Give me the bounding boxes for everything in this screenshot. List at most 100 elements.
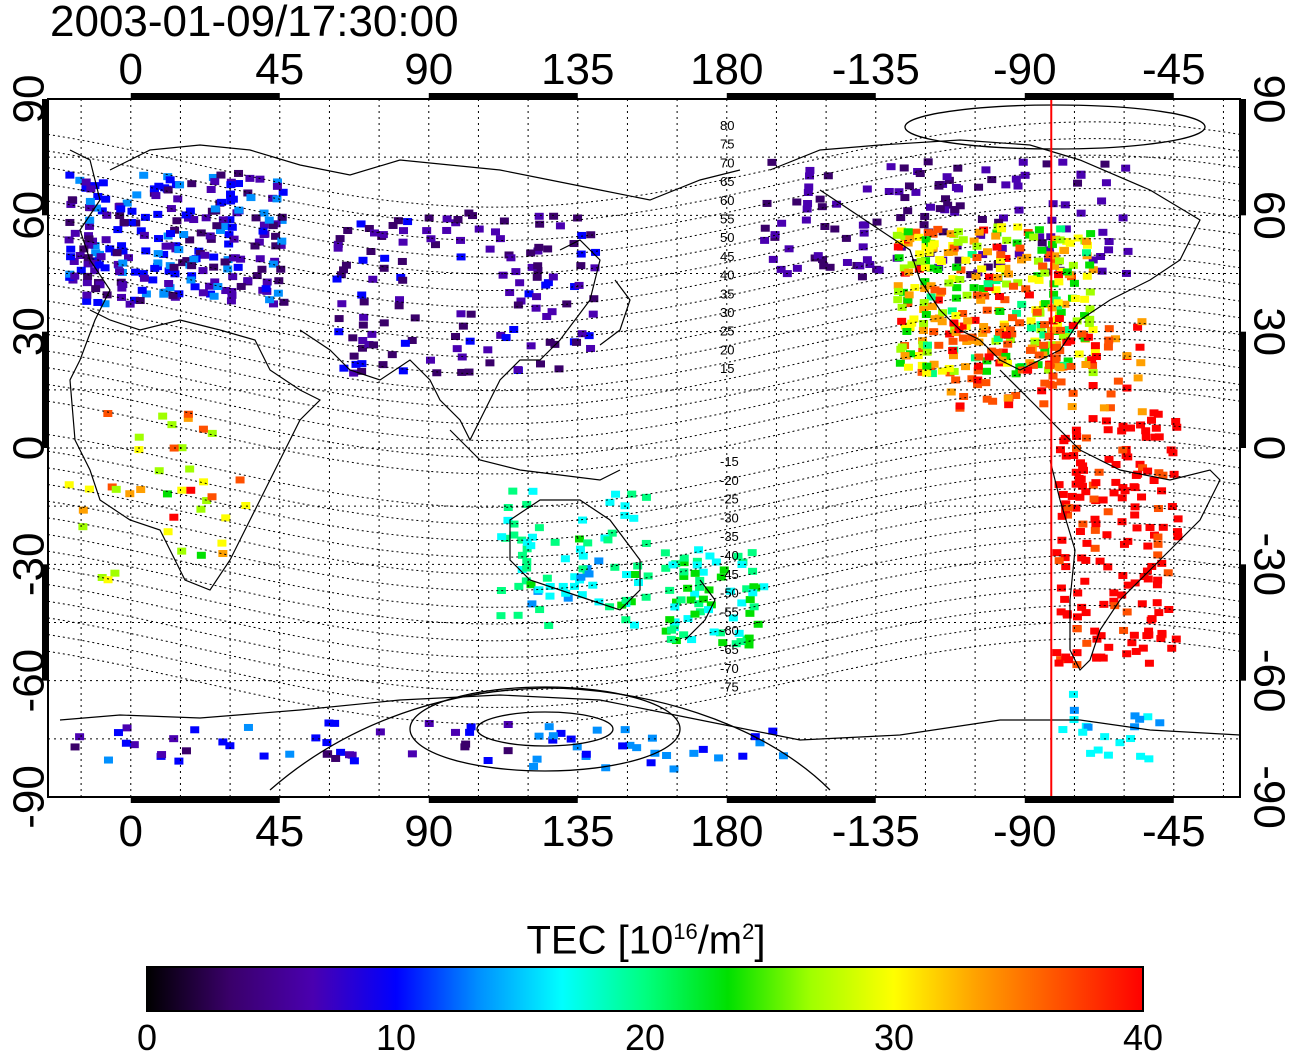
tec-cell — [424, 214, 434, 222]
tec-cell — [400, 339, 410, 347]
tec-cell — [924, 249, 934, 257]
tec-cell — [905, 350, 915, 358]
magnetic-pole-contours — [269, 104, 1206, 791]
tec-cell — [942, 173, 952, 181]
tec-cell — [255, 175, 265, 183]
tec-cell — [865, 260, 875, 268]
tec-cell — [1141, 433, 1151, 441]
tec-cell — [1082, 639, 1092, 647]
tec-cell — [221, 287, 231, 295]
tec-cell — [139, 231, 149, 239]
tec-cell — [1026, 324, 1036, 332]
tec-cell — [103, 410, 113, 418]
tec-cell — [272, 178, 282, 186]
tec-cell — [904, 268, 914, 276]
tec-cell — [153, 259, 163, 267]
tec-cell — [1068, 690, 1078, 698]
tec-cell — [576, 573, 586, 581]
tec-cell — [951, 376, 961, 384]
tec-cell — [534, 732, 544, 740]
tec-cell — [1001, 264, 1011, 272]
tec-cell — [82, 291, 92, 299]
tec-cell — [1039, 341, 1049, 349]
tec-cell — [1121, 269, 1131, 277]
tec-cell — [817, 203, 827, 211]
tec-cell — [1033, 272, 1043, 280]
contour-label: -70 — [720, 661, 739, 676]
tec-cell — [348, 334, 358, 342]
tec-cell — [1040, 321, 1050, 329]
tec-cell — [1034, 276, 1044, 284]
tec-cell — [1040, 347, 1050, 355]
lat-tick-left: 0 — [5, 436, 54, 460]
tec-cell — [1023, 366, 1033, 374]
tec-cell — [190, 283, 200, 291]
tec-cell — [139, 274, 149, 282]
colorbar-title-unit: /m — [697, 918, 743, 963]
lon-tick-top: -45 — [1142, 45, 1206, 94]
tec-cell — [1109, 589, 1119, 597]
tec-cell — [227, 291, 237, 299]
tec-cell — [86, 185, 96, 193]
tec-cell — [464, 368, 474, 376]
tec-cell — [748, 589, 758, 597]
tec-cell — [1095, 557, 1105, 565]
tec-cell — [943, 201, 953, 209]
axis-bar-bottom — [726, 797, 876, 803]
tec-cell — [1104, 455, 1114, 463]
tec-cell — [208, 173, 218, 181]
tec-cell — [1085, 261, 1095, 269]
tec-cell — [982, 395, 992, 403]
tec-cell — [984, 284, 994, 292]
tec-cell — [1028, 361, 1038, 369]
lat-tick-right: 60 — [1244, 191, 1292, 240]
tec-cell — [1067, 492, 1077, 500]
tec-cell — [745, 596, 755, 604]
tec-cell — [910, 284, 920, 292]
tec-cell — [123, 254, 133, 262]
tec-cell — [919, 299, 929, 307]
tec-cell — [277, 237, 287, 245]
tec-cell — [921, 243, 931, 251]
tec-cell — [501, 334, 511, 342]
tec-cell — [692, 557, 702, 565]
tec-cell — [84, 235, 94, 243]
tec-cell — [254, 238, 264, 246]
tec-cell — [1152, 599, 1162, 607]
tec-cell — [332, 275, 342, 283]
tec-cell — [243, 277, 253, 285]
tec-cell — [1081, 609, 1091, 617]
lat-tick-right: -60 — [1244, 649, 1292, 713]
tec-cell — [661, 564, 671, 572]
tec-cell — [262, 278, 272, 286]
axis-bar-right — [1240, 331, 1246, 448]
tec-cell — [1171, 417, 1181, 425]
tec-cell — [171, 242, 181, 250]
tec-cell — [927, 303, 937, 311]
tec-cell — [101, 195, 111, 203]
lon-tick-bottom: 180 — [690, 807, 763, 856]
tec-cell — [526, 542, 536, 550]
tec-cell — [815, 195, 825, 203]
tec-cell — [1101, 417, 1111, 425]
tec-cell — [1129, 631, 1139, 639]
tec-cell — [575, 545, 585, 553]
tec-cell — [453, 215, 463, 223]
tec-cell — [1061, 225, 1071, 233]
tec-cell — [337, 300, 347, 308]
coastlines — [59, 139, 1240, 741]
contour-label: 45 — [720, 249, 734, 264]
tec-cell — [334, 328, 344, 336]
tec-cell — [576, 262, 586, 270]
tec-cell — [498, 271, 508, 279]
tec-cell — [1069, 279, 1079, 287]
tec-cell — [483, 346, 493, 354]
tec-cell — [690, 610, 700, 618]
tec-cell — [987, 176, 997, 184]
tec-cell — [683, 584, 693, 592]
tec-cell — [456, 253, 466, 261]
tec-cell — [206, 185, 216, 193]
tec-cell — [451, 332, 461, 340]
tec-cell — [207, 429, 217, 437]
colorbar-title-exp1: 16 — [673, 919, 698, 944]
